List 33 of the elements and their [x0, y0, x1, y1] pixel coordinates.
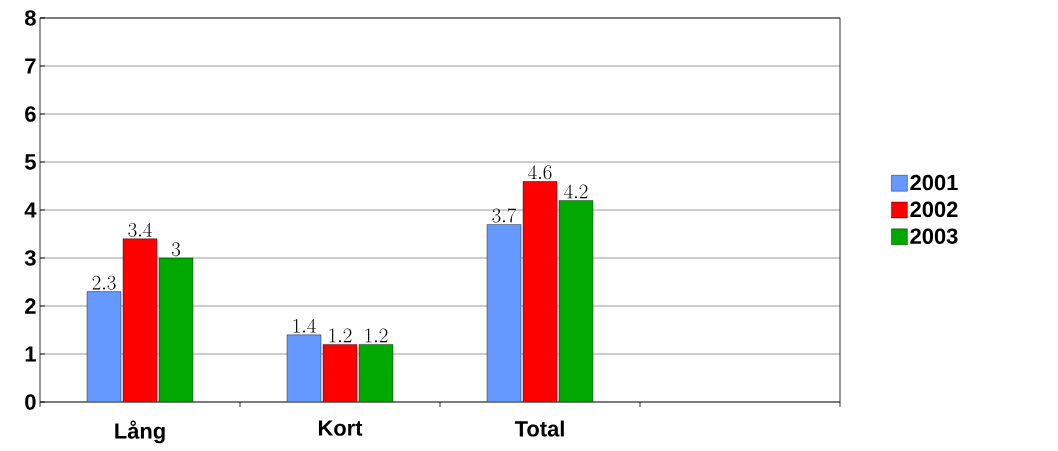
bar	[122, 238, 158, 402]
data-label: 3	[171, 242, 181, 257]
x-tick-label: Total	[514, 420, 564, 437]
bar	[522, 181, 558, 402]
x-tick-label: Lång	[115, 420, 165, 444]
bar	[558, 200, 594, 402]
data-label: 4.6	[528, 165, 552, 180]
bar	[286, 334, 322, 402]
bar	[158, 257, 194, 402]
data-label: 3.7	[492, 208, 517, 223]
y-tick-label: 6	[25, 106, 36, 122]
data-label: 2.3	[92, 275, 116, 290]
legend-label: 2001	[910, 174, 958, 191]
data-label: 1 .4	[293, 318, 316, 333]
data-label: 4.2	[564, 184, 588, 199]
y-tick-label: 8	[24, 10, 36, 26]
data-label: 1 .2	[329, 328, 352, 343]
x-tick-label: Kort	[318, 420, 363, 436]
y-tick-label: 3	[24, 250, 36, 266]
bar	[486, 224, 522, 402]
bar	[322, 344, 358, 402]
y-tick-label: 0	[25, 394, 36, 410]
bar	[86, 291, 122, 402]
data-label: 3.4	[128, 222, 152, 237]
data-label: 1 .2	[365, 328, 388, 343]
legend-label: 2002	[910, 201, 958, 218]
bar	[358, 344, 394, 402]
y-tick-label: 2	[25, 298, 36, 314]
y-tick-label: 4	[24, 202, 37, 218]
y-tick-label: 5	[24, 154, 36, 170]
legend-label: 2003	[910, 228, 958, 244]
y-tick-label: 7	[25, 58, 36, 74]
y-tick-label: 1	[25, 346, 36, 362]
